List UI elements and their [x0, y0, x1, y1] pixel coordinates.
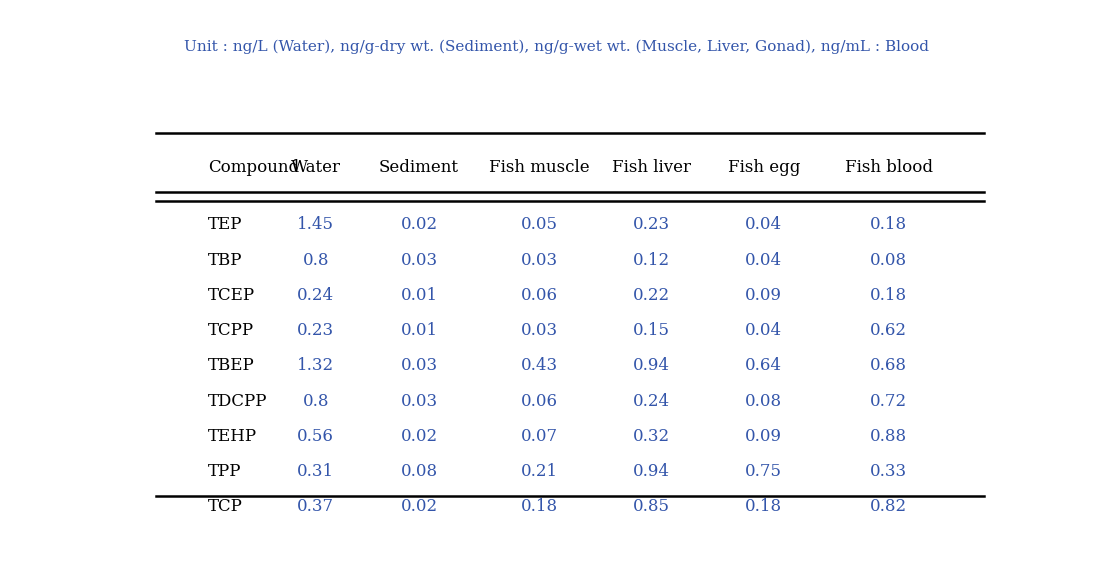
Text: 0.08: 0.08 [400, 463, 438, 480]
Text: Fish liver: Fish liver [613, 159, 692, 176]
Text: 0.18: 0.18 [871, 287, 907, 304]
Text: 0.8: 0.8 [302, 252, 329, 269]
Text: 0.72: 0.72 [871, 392, 907, 410]
Text: 0.94: 0.94 [633, 358, 671, 375]
Text: 0.01: 0.01 [400, 322, 438, 339]
Text: 0.03: 0.03 [400, 358, 438, 375]
Text: 0.32: 0.32 [633, 428, 671, 445]
Text: 0.04: 0.04 [745, 252, 783, 269]
Text: 0.18: 0.18 [871, 216, 907, 233]
Text: 0.21: 0.21 [522, 463, 558, 480]
Text: TEP: TEP [208, 216, 242, 233]
Text: Sediment: Sediment [379, 159, 459, 176]
Text: TCEP: TCEP [208, 287, 255, 304]
Text: 0.24: 0.24 [633, 392, 671, 410]
Text: 0.01: 0.01 [400, 287, 438, 304]
Text: 0.03: 0.03 [522, 252, 558, 269]
Text: 0.08: 0.08 [745, 392, 783, 410]
Text: Fish blood: Fish blood [845, 159, 933, 176]
Text: 1.45: 1.45 [297, 216, 335, 233]
Text: 0.02: 0.02 [400, 216, 438, 233]
Text: 0.24: 0.24 [297, 287, 335, 304]
Text: 0.04: 0.04 [745, 216, 783, 233]
Text: Water: Water [290, 159, 340, 176]
Text: 0.68: 0.68 [871, 358, 907, 375]
Text: 0.03: 0.03 [400, 252, 438, 269]
Text: TPP: TPP [208, 463, 241, 480]
Text: 0.56: 0.56 [297, 428, 334, 445]
Text: TEHP: TEHP [208, 428, 257, 445]
Text: 0.18: 0.18 [522, 498, 558, 515]
Text: 0.37: 0.37 [297, 498, 335, 515]
Text: 0.03: 0.03 [522, 322, 558, 339]
Text: TBEP: TBEP [208, 358, 255, 375]
Text: TBP: TBP [208, 252, 242, 269]
Text: 0.82: 0.82 [871, 498, 907, 515]
Text: 0.09: 0.09 [745, 428, 783, 445]
Text: 0.15: 0.15 [633, 322, 671, 339]
Text: 0.94: 0.94 [633, 463, 671, 480]
Text: 0.12: 0.12 [633, 252, 671, 269]
Text: Fish egg: Fish egg [727, 159, 800, 176]
Text: 0.07: 0.07 [522, 428, 558, 445]
Text: 0.05: 0.05 [522, 216, 558, 233]
Text: 0.85: 0.85 [633, 498, 671, 515]
Text: 0.22: 0.22 [633, 287, 671, 304]
Text: 0.02: 0.02 [400, 428, 438, 445]
Text: 0.23: 0.23 [633, 216, 671, 233]
Text: 0.31: 0.31 [297, 463, 335, 480]
Text: 0.75: 0.75 [745, 463, 783, 480]
Text: 0.09: 0.09 [745, 287, 783, 304]
Text: TCP: TCP [208, 498, 242, 515]
Text: 0.06: 0.06 [522, 287, 558, 304]
Text: 0.23: 0.23 [297, 322, 335, 339]
Text: 0.06: 0.06 [522, 392, 558, 410]
Text: 0.62: 0.62 [871, 322, 907, 339]
Text: Fish muscle: Fish muscle [489, 159, 590, 176]
Text: 0.88: 0.88 [871, 428, 907, 445]
Text: 0.08: 0.08 [871, 252, 907, 269]
Text: 0.02: 0.02 [400, 498, 438, 515]
Text: TCPP: TCPP [208, 322, 254, 339]
Text: 0.64: 0.64 [745, 358, 783, 375]
Text: Compound: Compound [208, 159, 299, 176]
Text: Unit : ng/L (Water), ng/g-dry wt. (Sediment), ng/g-wet wt. (Muscle, Liver, Gonad: Unit : ng/L (Water), ng/g-dry wt. (Sedim… [183, 40, 929, 54]
Text: 0.04: 0.04 [745, 322, 783, 339]
Text: 0.33: 0.33 [871, 463, 907, 480]
Text: TDCPP: TDCPP [208, 392, 268, 410]
Text: 0.03: 0.03 [400, 392, 438, 410]
Text: 0.8: 0.8 [302, 392, 329, 410]
Text: 0.18: 0.18 [745, 498, 783, 515]
Text: 1.32: 1.32 [297, 358, 335, 375]
Text: 0.43: 0.43 [522, 358, 558, 375]
